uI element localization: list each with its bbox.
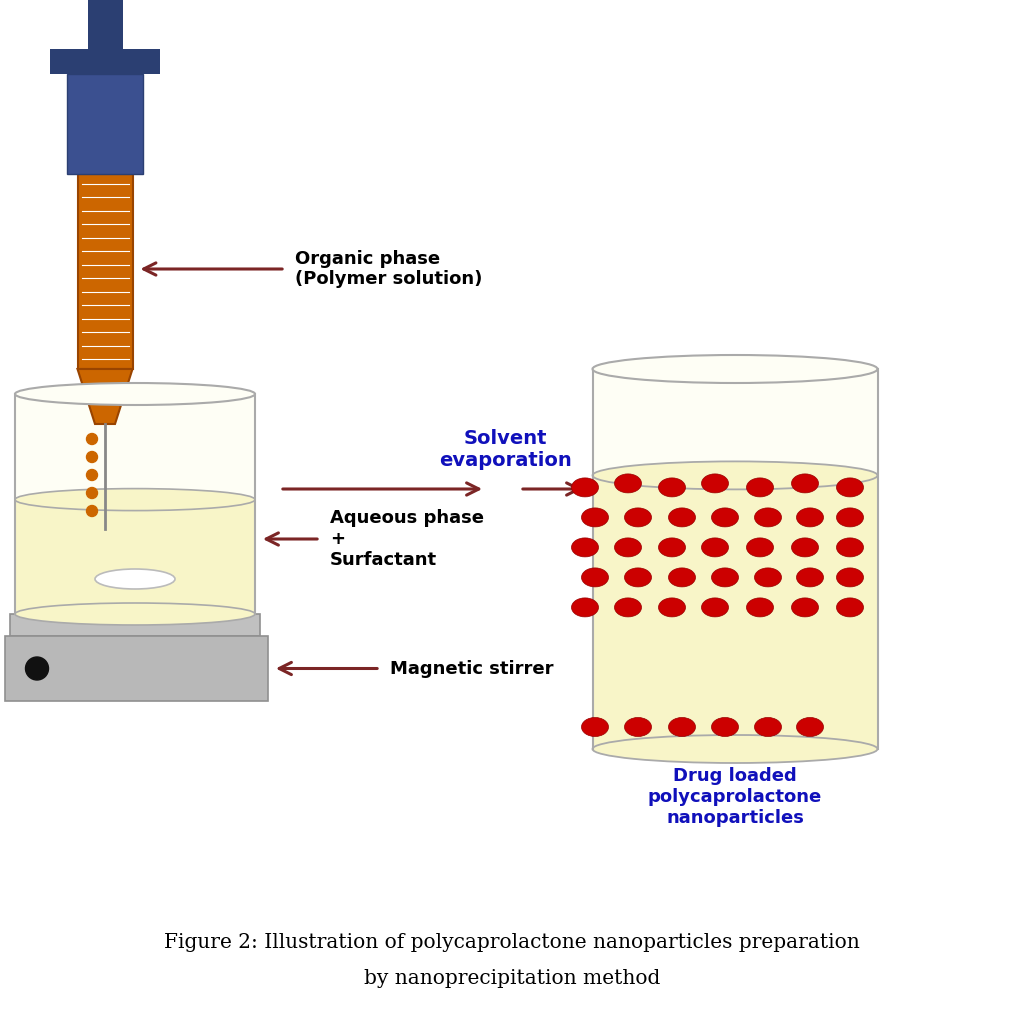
FancyBboxPatch shape (593, 369, 878, 749)
Text: Drug loaded
polycaprolactone
nanoparticles: Drug loaded polycaprolactone nanoparticl… (648, 767, 822, 826)
Circle shape (26, 657, 48, 680)
Ellipse shape (712, 568, 738, 587)
FancyBboxPatch shape (67, 74, 143, 174)
FancyBboxPatch shape (5, 636, 268, 701)
Ellipse shape (669, 568, 695, 587)
Ellipse shape (837, 568, 863, 587)
Ellipse shape (712, 508, 738, 527)
Ellipse shape (837, 508, 863, 527)
Ellipse shape (837, 478, 863, 497)
Ellipse shape (625, 568, 651, 587)
Ellipse shape (669, 508, 695, 527)
Ellipse shape (658, 538, 685, 557)
Ellipse shape (746, 478, 773, 497)
Ellipse shape (582, 568, 608, 587)
Ellipse shape (658, 598, 685, 616)
FancyBboxPatch shape (593, 475, 878, 749)
Ellipse shape (792, 538, 818, 557)
Ellipse shape (582, 508, 608, 527)
Ellipse shape (571, 478, 598, 497)
Polygon shape (78, 369, 132, 424)
Ellipse shape (15, 488, 255, 511)
Ellipse shape (746, 598, 773, 616)
Ellipse shape (658, 478, 685, 497)
Ellipse shape (625, 718, 651, 736)
Ellipse shape (582, 718, 608, 736)
Circle shape (86, 433, 97, 444)
Ellipse shape (593, 735, 878, 763)
Ellipse shape (712, 718, 738, 736)
Ellipse shape (571, 538, 598, 557)
FancyBboxPatch shape (15, 394, 255, 614)
FancyBboxPatch shape (50, 49, 160, 74)
Circle shape (86, 452, 97, 463)
Ellipse shape (614, 538, 641, 557)
Ellipse shape (797, 718, 823, 736)
Ellipse shape (797, 508, 823, 527)
FancyBboxPatch shape (78, 174, 132, 369)
Ellipse shape (792, 598, 818, 616)
Ellipse shape (614, 598, 641, 616)
Ellipse shape (614, 474, 641, 493)
Text: Solvent
evaporation: Solvent evaporation (438, 428, 571, 469)
Ellipse shape (15, 383, 255, 406)
Ellipse shape (593, 355, 878, 383)
Ellipse shape (571, 598, 598, 616)
Text: Aqueous phase
+
Surfactant: Aqueous phase + Surfactant (330, 509, 484, 568)
Ellipse shape (701, 538, 728, 557)
Ellipse shape (701, 474, 728, 493)
Ellipse shape (755, 718, 781, 736)
Ellipse shape (746, 538, 773, 557)
FancyBboxPatch shape (87, 0, 123, 49)
Ellipse shape (837, 598, 863, 616)
Ellipse shape (593, 462, 878, 489)
Ellipse shape (792, 474, 818, 493)
Ellipse shape (669, 718, 695, 736)
Ellipse shape (95, 569, 175, 589)
Text: by nanoprecipitation method: by nanoprecipitation method (364, 970, 660, 988)
Circle shape (86, 469, 97, 480)
FancyBboxPatch shape (10, 614, 260, 636)
Circle shape (86, 506, 97, 516)
Text: Organic phase
(Polymer solution): Organic phase (Polymer solution) (295, 250, 482, 289)
Text: Magnetic stirrer: Magnetic stirrer (390, 659, 554, 678)
Ellipse shape (755, 508, 781, 527)
Circle shape (86, 487, 97, 499)
FancyBboxPatch shape (15, 500, 255, 614)
Ellipse shape (837, 538, 863, 557)
Ellipse shape (701, 598, 728, 616)
Ellipse shape (625, 508, 651, 527)
Ellipse shape (15, 603, 255, 625)
Text: Figure 2: Illustration of polycaprolactone nanoparticles preparation: Figure 2: Illustration of polycaprolacto… (164, 933, 860, 951)
Ellipse shape (755, 568, 781, 587)
Ellipse shape (797, 568, 823, 587)
